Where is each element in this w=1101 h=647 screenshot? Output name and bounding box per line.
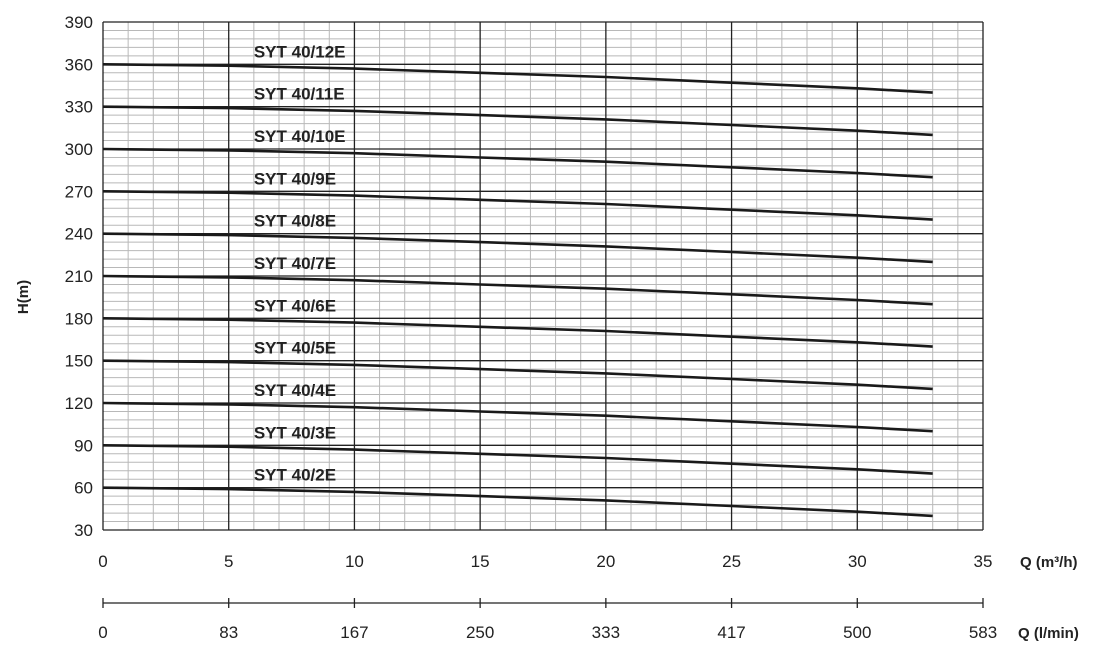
- y-tick-label: 120: [65, 394, 93, 413]
- series-line: [102, 190, 933, 221]
- x2-tick-label: 583: [969, 623, 997, 642]
- y-tick-label: 300: [65, 140, 93, 159]
- x2-tick-label: 333: [592, 623, 620, 642]
- series-label: SYT 40/6E: [254, 296, 336, 315]
- x2-tick-label: 0: [98, 623, 107, 642]
- y-axis-title: H(m): [15, 280, 32, 314]
- series-label: SYT 40/8E: [254, 212, 336, 231]
- series-line: [102, 401, 933, 433]
- x-ticks: 0 5 10 15 20 25 30 35: [98, 552, 992, 571]
- y-tick-label: 270: [65, 182, 93, 201]
- x-tick-label: 15: [471, 552, 490, 571]
- y-tick-label: 90: [74, 436, 93, 455]
- series-line: [102, 444, 933, 475]
- series-label: SYT 40/11E: [254, 85, 345, 104]
- series-line: [102, 232, 933, 264]
- x2-tick-label: 500: [843, 623, 871, 642]
- series-label: SYT 40/2E: [254, 466, 336, 485]
- series-line: [102, 147, 933, 179]
- x2-tick-label: 167: [340, 623, 368, 642]
- x-tick-label: 25: [722, 552, 741, 571]
- x2-tick-label: 250: [466, 623, 494, 642]
- series-line: [102, 486, 933, 518]
- series-line: [102, 274, 933, 306]
- x-tick-label: 35: [974, 552, 993, 571]
- y-tick-label: 240: [65, 225, 93, 244]
- series-label: SYT 40/7E: [254, 254, 336, 273]
- series-line: [102, 105, 933, 137]
- series-label: SYT 40/10E: [254, 127, 346, 146]
- x2-axis-title: Q (l/min): [1018, 625, 1079, 642]
- series-label: SYT 40/9E: [254, 169, 336, 188]
- x-axis-title: Q (m³/h): [1020, 554, 1078, 571]
- y-tick-label: 210: [65, 267, 93, 286]
- series-line: [102, 63, 933, 94]
- x2-axis: 0 83 167 250 333 417 500 583: [98, 598, 997, 642]
- x-tick-label: 10: [345, 552, 364, 571]
- series-label: SYT 40/3E: [254, 423, 336, 442]
- x-tick-label: 0: [98, 552, 107, 571]
- series-labels: SYT 40/12E SYT 40/11E SYT 40/10E SYT 40/9E S…: [254, 42, 346, 484]
- y-tick-label: 150: [65, 352, 93, 371]
- y-ticks: 30 60 90 120 150 180 210 240 270 300 330 360 390: [65, 13, 93, 540]
- x-tick-label: 20: [596, 552, 615, 571]
- y-tick-label: 30: [74, 521, 93, 540]
- grid: [102, 21, 984, 531]
- series-lines: [102, 63, 933, 518]
- y-tick-label: 390: [65, 13, 93, 32]
- series-label: SYT 40/4E: [254, 381, 336, 400]
- series-label: SYT 40/12E: [254, 42, 346, 61]
- y-tick-label: 60: [74, 479, 93, 498]
- y-tick-label: 180: [65, 309, 93, 328]
- y-tick-label: 330: [65, 98, 93, 117]
- y-tick-label: 360: [65, 55, 93, 74]
- x2-tick-label: 417: [717, 623, 745, 642]
- x2-tick-label: 83: [219, 623, 238, 642]
- series-label: SYT 40/5E: [254, 339, 336, 358]
- x-tick-label: 30: [848, 552, 867, 571]
- x-tick-label: 5: [224, 552, 233, 571]
- series-line: [102, 317, 933, 348]
- series-line: [102, 359, 933, 391]
